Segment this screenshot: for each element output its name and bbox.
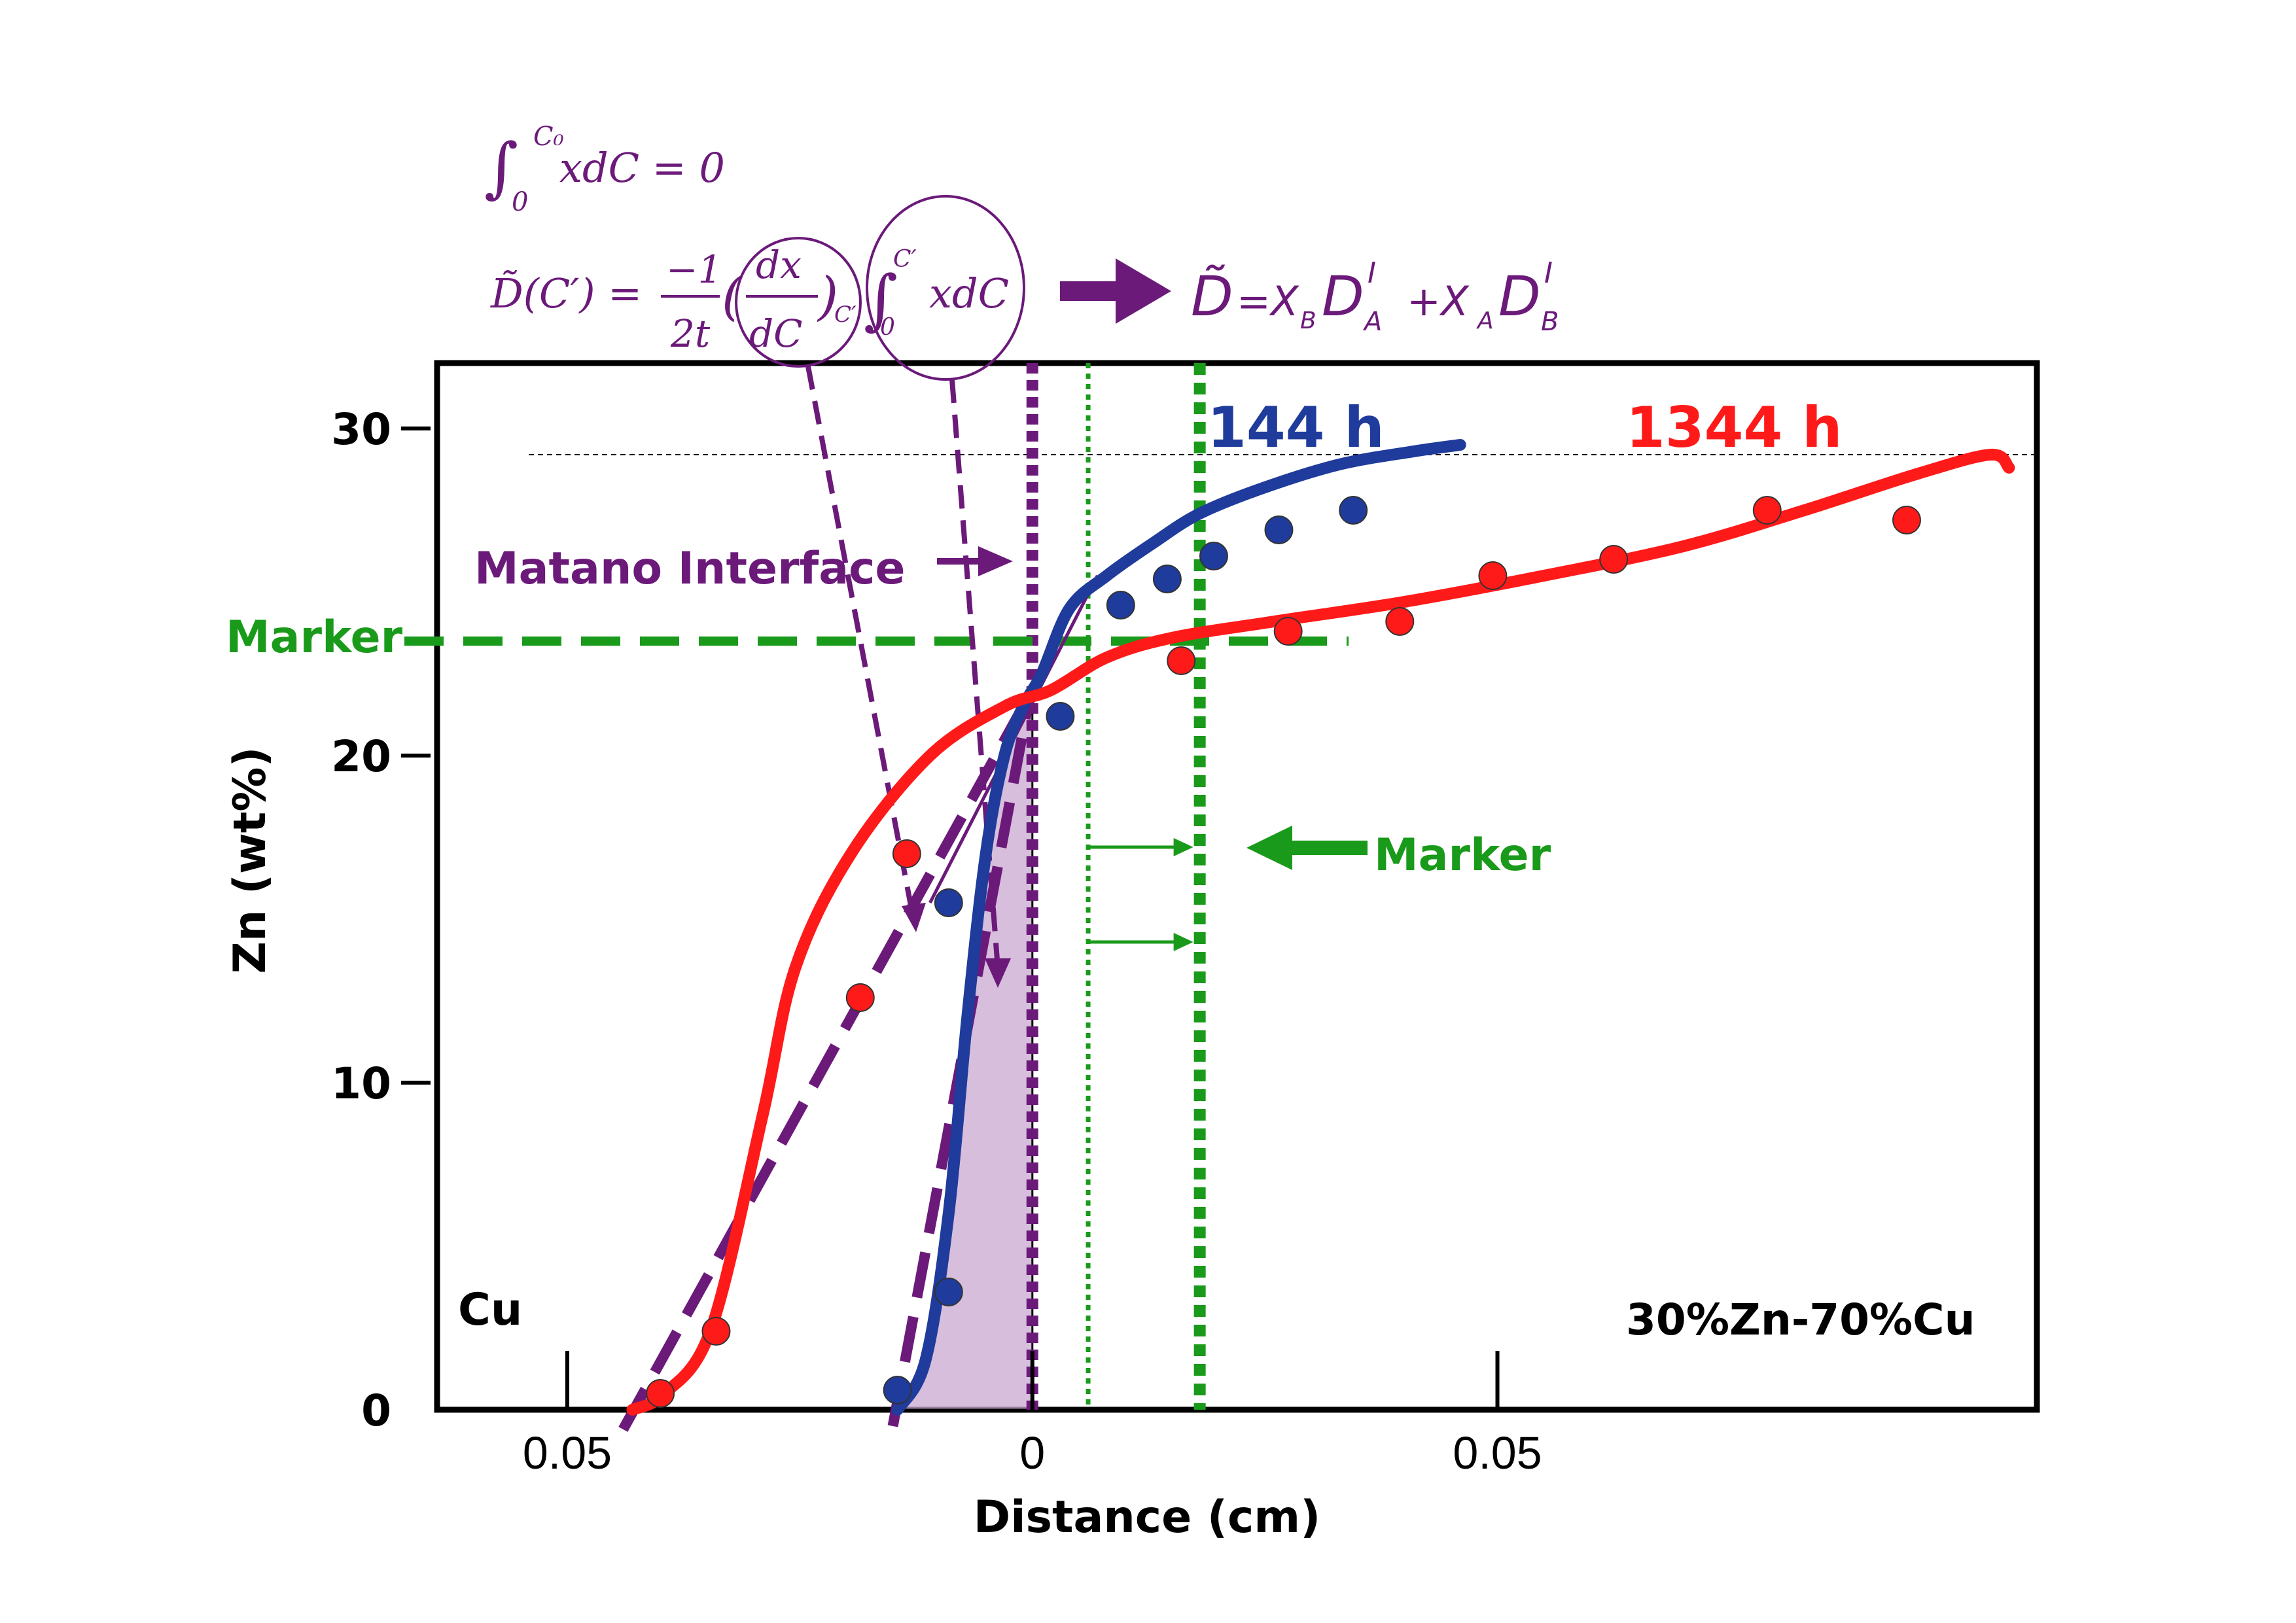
data-point-1344h-6 [1385,607,1415,636]
marker-label-right: Marker [1374,829,1551,881]
cu-label: Cu [458,1284,522,1336]
x-tick-label-2: 0.05 [1453,1427,1542,1478]
data-point-144h-5 [1152,565,1182,593]
data-point-1344h-9 [1752,496,1782,525]
series-label-1344h: 1344 h [1626,395,1843,461]
svg-text:B: B [1541,307,1559,337]
data-point-1344h-4 [1167,646,1196,675]
data-point-144h-6 [1199,542,1228,570]
data-point-144h-2 [934,888,963,917]
data-point-144h-8 [1339,496,1368,525]
darken-arrow-head [1116,258,1171,324]
series-line-144h [891,439,1466,1416]
guide-lines [404,363,2037,1432]
svg-text:xdC: xdC [929,270,1009,317]
x-axis-title: Distance (cm) [974,1492,1320,1543]
svg-text:2t: 2t [670,311,711,356]
svg-text:0: 0 [512,187,528,217]
y-tick-label-10: 10 [331,1058,391,1109]
svg-text:xdC = 0: xdC = 0 [559,144,725,192]
data-point-1344h-3 [892,839,921,868]
tangent-1344h [618,704,1028,1432]
data-point-1344h-7 [1478,561,1508,590]
data-point-1344h-10 [1892,506,1921,534]
svg-text:−1: −1 [666,247,722,292]
svg-text:D̃: D̃ [1191,264,1233,328]
y-axis-title: Zn (wt%) [224,746,276,973]
y-tick-label-20: 20 [331,731,391,782]
x-tick-label-0: 0.05 [523,1427,612,1478]
svg-text:): ) [817,266,838,326]
equation-darken: D̃ =X B D A I +X A D B I [1191,256,1559,337]
equation-matano-condition: ∫ C₀ 0 xdC = 0 [484,122,725,217]
series-line-1344h [626,448,2015,1416]
svg-text:D: D [1498,264,1541,328]
matano-interface-label: Matano Interface [474,543,906,595]
svg-text:=X: =X [1237,277,1299,325]
svg-text:0: 0 [880,314,895,341]
data-point-144h-0 [883,1376,912,1405]
y-tick-label-30: 30 [331,404,391,455]
series-label-144h: 144 h [1207,395,1385,461]
y-tick-label-0: 0 [361,1386,391,1436]
svg-text:+X: +X [1407,277,1470,325]
svg-text:D̃(C′) =: D̃(C′) = [490,270,642,317]
axes: 0 10 20 30 0.05 0 0.05 [331,404,1542,1478]
series-points [646,496,1921,1408]
svg-text:C₀: C₀ [533,122,564,152]
data-point-144h-3 [1046,702,1075,731]
svg-text:C′: C′ [834,302,857,328]
data-point-1344h-8 [1599,545,1629,574]
svg-text:(: ( [722,266,743,326]
leader-line-integral [949,379,1000,969]
plot-frame [434,360,2040,1413]
data-point-1344h-2 [845,983,875,1012]
svg-text:dC: dC [749,311,803,356]
svg-text:∫: ∫ [484,129,518,205]
marker-shift-arrowhead-2 [1173,933,1193,951]
svg-text:∫: ∫ [864,261,898,338]
data-point-144h-1 [934,1278,963,1306]
composition-label: 30%Zn-70%Cu [1626,1295,1975,1345]
data-point-144h-4 [1106,591,1135,620]
marker-shift-arrowhead-1 [1173,838,1193,856]
x-tick-label-1: 0 [1019,1427,1045,1478]
svg-text:D: D [1322,264,1364,328]
data-point-1344h-5 [1273,617,1303,646]
data-point-1344h-1 [701,1317,731,1346]
svg-text:B: B [1300,307,1316,334]
svg-text:C′: C′ [893,246,917,273]
matano-arrow-head [978,546,1013,576]
data-point-1344h-0 [646,1379,675,1408]
leader-line-slope [805,366,915,916]
marker-arrow-head [1246,826,1292,870]
leader-arrowhead-slope [902,903,926,932]
svg-text:I: I [1368,256,1376,290]
svg-text:A: A [1476,307,1494,334]
svg-text:A: A [1362,307,1382,337]
marker-label-left: Marker [226,612,403,663]
leader-arrowhead-integral [985,958,1011,988]
equation-boltzmann-matano: D̃(C′) = −1 2t ( dx dC ) C′ ∫ C′ 0 xdC [490,195,1025,381]
svg-text:I: I [1544,256,1553,290]
data-point-144h-7 [1264,515,1294,544]
